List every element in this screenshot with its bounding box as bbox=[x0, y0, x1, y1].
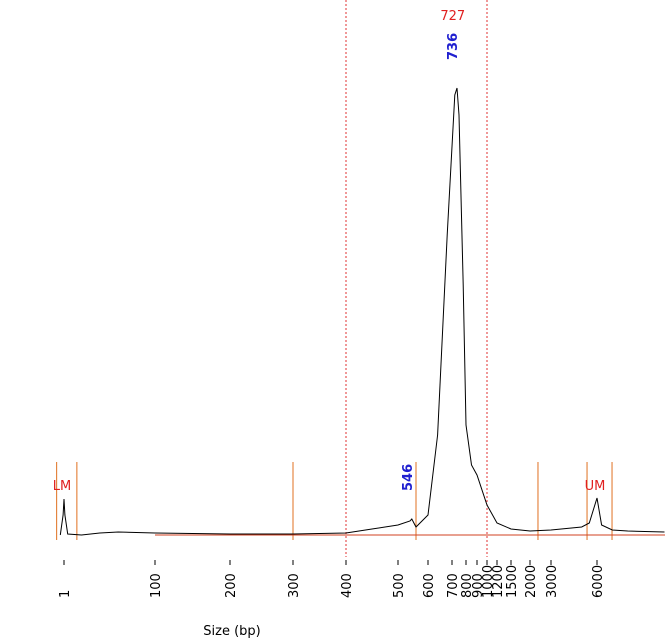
x-axis-title: Size (bp) bbox=[203, 624, 260, 639]
x-tick-label: 700 bbox=[446, 573, 461, 598]
x-tick-label: 300 bbox=[287, 573, 302, 598]
x-tick-label: 900 bbox=[471, 573, 486, 598]
peak-label: 736 bbox=[446, 33, 461, 60]
marker-label: LM bbox=[53, 479, 71, 494]
x-tick-label: 6000 bbox=[591, 565, 606, 598]
x-tick-label: 3000 bbox=[545, 565, 560, 598]
x-tick-label: 600 bbox=[422, 573, 437, 598]
x-tick-label: 800 bbox=[460, 573, 475, 598]
x-tick-label: 1 bbox=[58, 590, 73, 598]
x-tick-label: 1500 bbox=[505, 565, 520, 598]
x-tick-label: 1200 bbox=[491, 565, 506, 598]
peak-label: 546 bbox=[401, 464, 416, 491]
x-tick-label: 200 bbox=[224, 573, 239, 598]
marker-label: UM bbox=[585, 479, 606, 494]
trace bbox=[59, 87, 665, 536]
x-tick-label: 2000 bbox=[524, 565, 539, 598]
x-tick-label: 1000 bbox=[481, 565, 496, 598]
x-tick-label: 500 bbox=[392, 573, 407, 598]
region-label: 727 bbox=[440, 9, 465, 24]
x-tick-label: 400 bbox=[340, 573, 355, 598]
x-tick-label: 100 bbox=[149, 573, 164, 598]
